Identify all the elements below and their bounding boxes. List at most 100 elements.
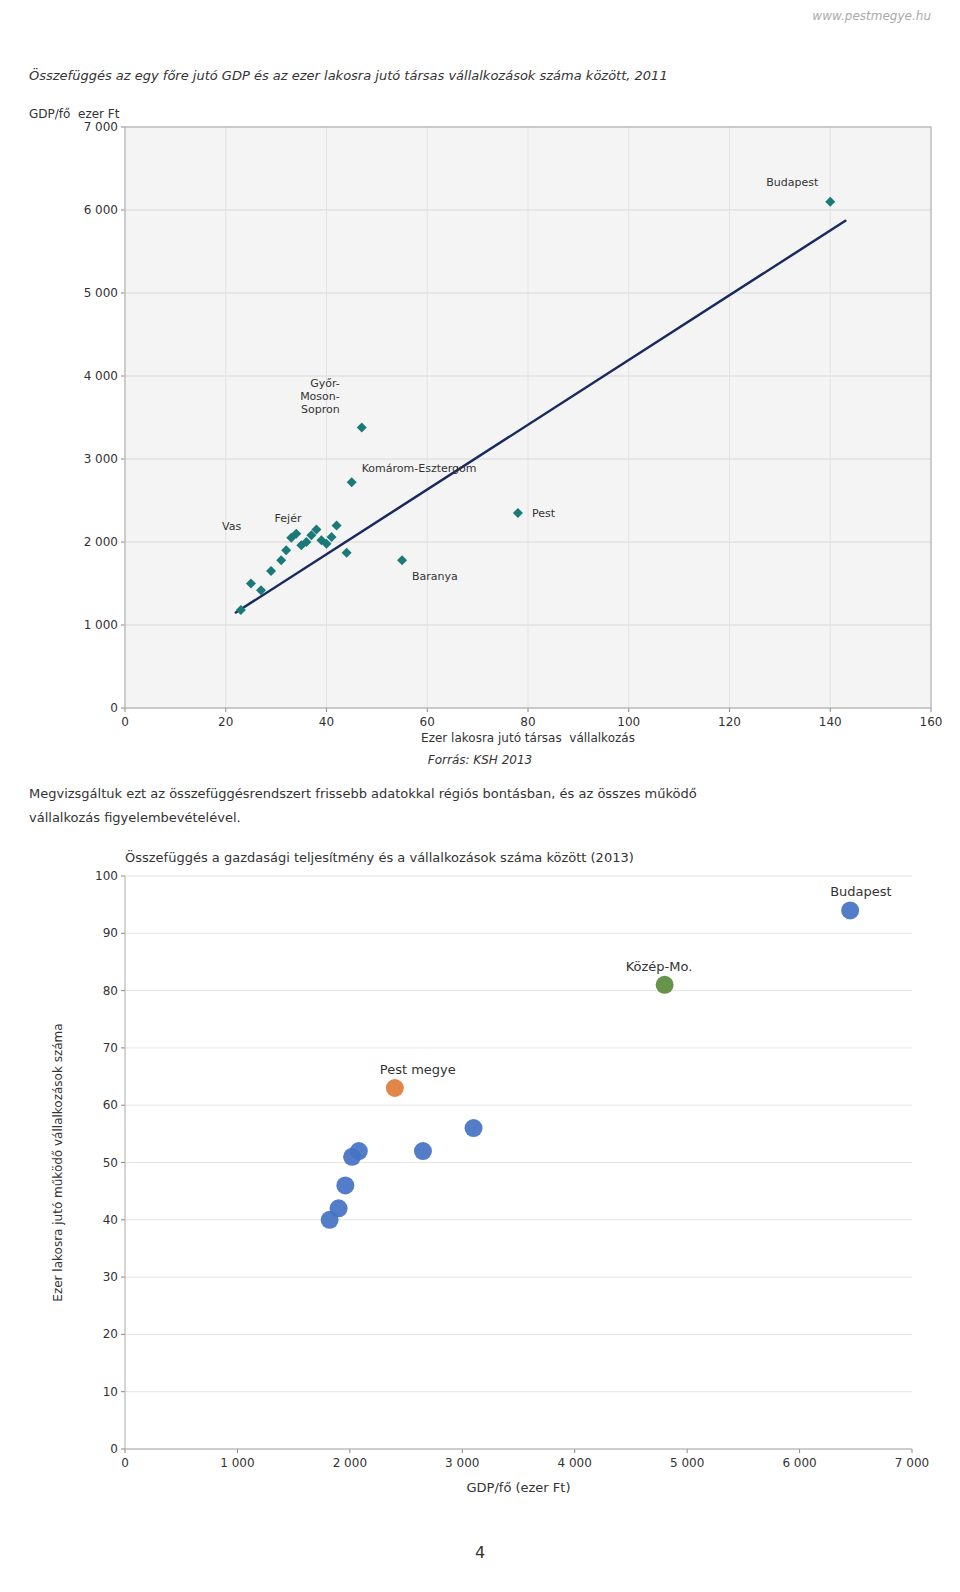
point (414, 1142, 432, 1160)
tick (121, 1277, 125, 1278)
tick (121, 376, 125, 377)
tick (225, 708, 226, 712)
grid-line (528, 127, 529, 708)
tick (121, 1391, 125, 1392)
tick-label: 7 000 (895, 1456, 929, 1470)
tick (121, 990, 125, 991)
trend-line (236, 221, 846, 613)
tick-label: 100 (617, 715, 640, 729)
grid-line (830, 127, 831, 708)
point-label-line: Közép-Mo. (626, 959, 693, 974)
point-label: Vas (222, 520, 241, 533)
grid-line (125, 1105, 912, 1106)
point-label: Baranya (412, 570, 458, 583)
tick-label: 70 (103, 1041, 118, 1055)
chart: 01 0002 0003 0004 0005 0006 0007 0000204… (29, 67, 942, 767)
tick-label: 100 (95, 869, 118, 883)
grid-line (729, 127, 730, 708)
text-block: vállalkozás figyelembevételével. (29, 810, 241, 825)
point (465, 1119, 483, 1137)
point (825, 197, 835, 207)
tick-label: 60 (420, 715, 435, 729)
point-labels: Pest megye Közép-Mo. Budapest (380, 884, 892, 1077)
tick-label: 80 (103, 984, 118, 998)
point-label: Győr-Moson-Sopron (300, 377, 340, 416)
point-labels: VasFejérKomárom-EsztergomGyőr-Moson-Sopr… (222, 176, 819, 584)
grid-line (326, 127, 327, 708)
tick (121, 1334, 125, 1335)
y-axis-label: GDP/fő ezer Ft (29, 107, 120, 121)
grid-line (125, 1162, 912, 1163)
tick (799, 1449, 800, 1453)
point-label: Budapest (766, 176, 819, 189)
marks (321, 901, 860, 1228)
point (656, 976, 674, 994)
tick (121, 459, 125, 460)
frame (125, 127, 931, 708)
tick-label: 160 (920, 715, 943, 729)
point-label-line: Budapest (766, 176, 819, 189)
grid-line (125, 876, 912, 877)
point (336, 1176, 354, 1194)
point (256, 585, 266, 595)
tick (121, 876, 125, 877)
tick (121, 1047, 125, 1048)
point (350, 1142, 368, 1160)
source: Forrás: KSH 2013 (428, 753, 532, 767)
point (357, 422, 367, 432)
grid-line (125, 1334, 912, 1335)
point-label-line: Sopron (301, 403, 340, 416)
tick-label: 3 000 (445, 1456, 479, 1470)
point (386, 1079, 404, 1097)
grid-line (125, 1449, 912, 1450)
tick-label: 1 000 (220, 1456, 254, 1470)
tick-label: 20 (218, 715, 233, 729)
tick (830, 708, 831, 712)
grid-line (125, 1391, 912, 1392)
tick (326, 708, 327, 712)
grid-line (628, 127, 629, 708)
chart-title: Összefüggés az egy főre jutó GDP és az e… (29, 67, 668, 83)
point-label: Budapest (830, 884, 892, 899)
point (347, 477, 357, 487)
point-label: Pest megye (380, 1062, 456, 1077)
tick (121, 127, 125, 128)
grid-line (125, 990, 912, 991)
tick-label: 0 (121, 715, 129, 729)
x-axis-label: Ezer lakosra jutó társas vállalkozás (421, 731, 635, 745)
tick-label: 90 (103, 926, 118, 940)
tick-label: 120 (718, 715, 741, 729)
tick-label: 5 000 (84, 286, 118, 300)
x-axis-label: GDP/fő (ezer Ft) (467, 1480, 571, 1495)
point (236, 605, 246, 615)
tick-label: 6 000 (84, 203, 118, 217)
point (291, 529, 301, 539)
tick (125, 1449, 126, 1453)
point (330, 1199, 348, 1217)
grid-line (225, 127, 226, 708)
tick (121, 1162, 125, 1163)
grid-line (125, 933, 912, 934)
tick-label: 0 (121, 1456, 129, 1470)
tick-label: 20 (103, 1327, 118, 1341)
tick (427, 708, 428, 712)
tick-label: 5 000 (670, 1456, 704, 1470)
background (0, 0, 960, 1592)
tick (912, 1449, 913, 1453)
axis-line (125, 1449, 912, 1450)
tick-label: 140 (819, 715, 842, 729)
page-number: 4 (475, 1543, 485, 1562)
tick-label: 10 (103, 1385, 118, 1399)
tick-label: 2 000 (333, 1456, 367, 1470)
tick-label: 6 000 (782, 1456, 816, 1470)
point (342, 548, 352, 558)
point-label: Közép-Mo. (626, 959, 693, 974)
point-label-line: Pest megye (380, 1062, 456, 1077)
tick-label: 1 000 (84, 618, 118, 632)
tick-label: 40 (103, 1213, 118, 1227)
tick-label: 2 000 (84, 535, 118, 549)
grid-line (125, 1047, 912, 1048)
tick-label: 0 (110, 701, 118, 715)
point-label: Pest (532, 507, 556, 520)
tick (121, 1219, 125, 1220)
